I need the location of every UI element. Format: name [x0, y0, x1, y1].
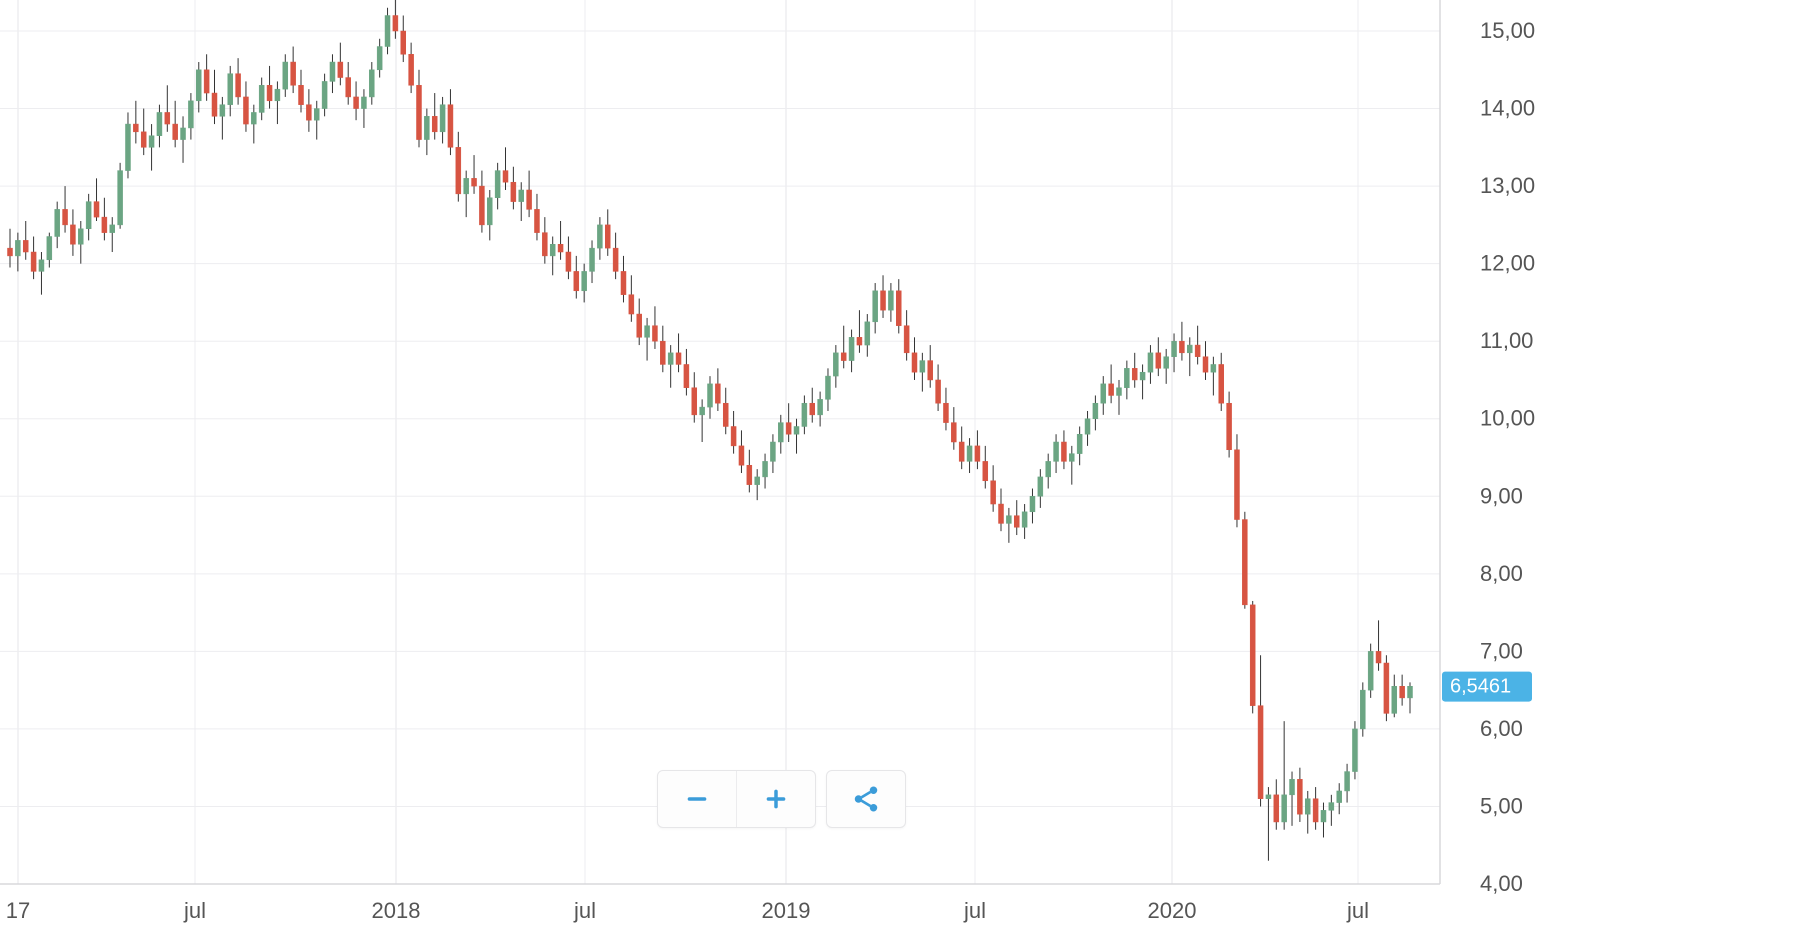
svg-text:10,00: 10,00 [1480, 406, 1535, 431]
svg-text:13,00: 13,00 [1480, 173, 1535, 198]
svg-text:17: 17 [6, 898, 30, 923]
svg-text:11,00: 11,00 [1480, 328, 1533, 353]
svg-text:2019: 2019 [762, 898, 811, 923]
svg-text:6,5461: 6,5461 [1450, 676, 1511, 698]
minus-icon [683, 785, 711, 813]
svg-text:14,00: 14,00 [1480, 96, 1535, 121]
zoom-in-button[interactable] [736, 771, 815, 827]
svg-text:2018: 2018 [372, 898, 421, 923]
svg-text:4,00: 4,00 [1480, 871, 1523, 896]
zoom-group [657, 770, 816, 828]
share-icon [851, 784, 881, 814]
chart-container: 4,00 5,00 6,00 7,00 8,00 9,00 10,00 11,00 12,00 1… [0, 0, 1804, 937]
svg-text:8,00: 8,00 [1480, 561, 1523, 586]
svg-text:12,00: 12,00 [1480, 251, 1535, 276]
svg-text:15,00: 15,00 [1480, 18, 1535, 43]
svg-text:jul: jul [573, 898, 596, 923]
chart-toolbar [657, 770, 906, 828]
svg-text:jul: jul [1346, 898, 1369, 923]
svg-text:6,00: 6,00 [1480, 716, 1523, 741]
zoom-out-button[interactable] [658, 771, 736, 827]
svg-text:7,00: 7,00 [1480, 638, 1523, 663]
svg-text:jul: jul [963, 898, 986, 923]
plus-icon [762, 785, 790, 813]
svg-text:5,00: 5,00 [1480, 793, 1523, 818]
svg-text:2020: 2020 [1148, 898, 1197, 923]
svg-text:9,00: 9,00 [1480, 483, 1523, 508]
svg-text:jul: jul [183, 898, 206, 923]
share-button[interactable] [826, 770, 906, 828]
